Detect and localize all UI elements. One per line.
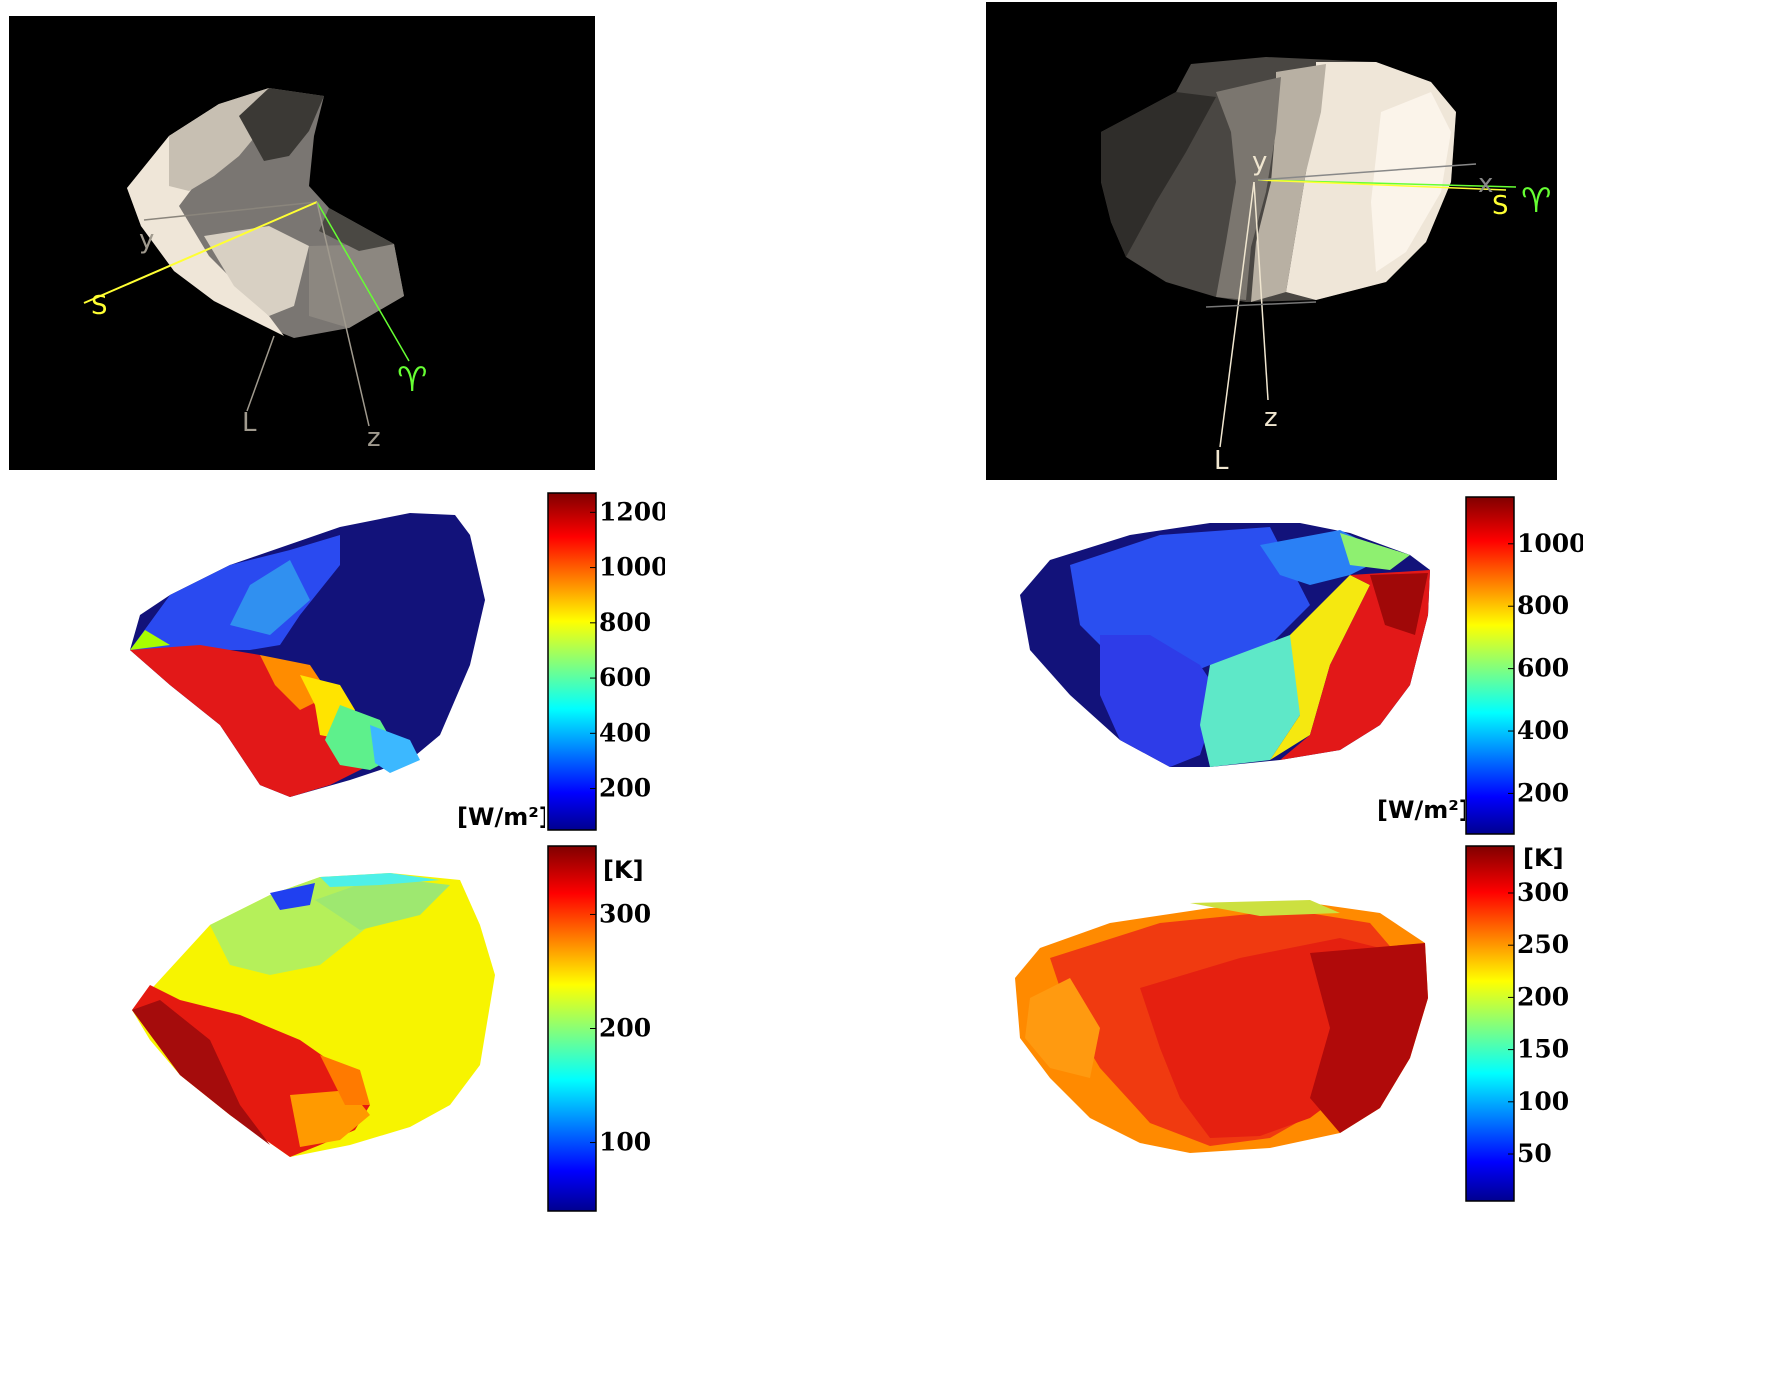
flux-colorbar-right: 200 400 600 800 1000 [1465, 496, 1583, 835]
temperature-colorbar-left: 100 200 300 [K] [547, 845, 651, 1212]
aries-symbol: ♈ [397, 360, 427, 400]
temperature-map-right [1010, 898, 1440, 1160]
colorbar-tick-label: 600 [599, 663, 651, 692]
flux-unit-right: [W/m²] [1377, 796, 1465, 824]
temperature-map-left [120, 865, 520, 1165]
colorbar-tick-label: 100 [599, 1128, 651, 1157]
colorbar-tick-label: 1000 [599, 553, 665, 582]
colorbar-tick-label: 200 [1517, 982, 1569, 1011]
colorbar-tick-label: 50 [1517, 1139, 1552, 1168]
y-axis-label: y [1252, 147, 1267, 177]
colorbar-tick-label: 800 [599, 608, 651, 637]
shape-render-right: y x S ♈ z L [986, 2, 1557, 480]
flux-unit-left: [W/m²] [457, 803, 545, 831]
colorbar-tick-label: 100 [1517, 1087, 1569, 1116]
colorbar-tick-label: 300 [1517, 878, 1569, 907]
aries-symbol: ♈ [1521, 181, 1551, 221]
colorbar-tick-label: 800 [1517, 591, 1569, 620]
flux-colorbar-left: 200 400 600 800 1000 1200 [547, 492, 665, 831]
colorbar-tick-label: 250 [1517, 930, 1569, 959]
z-axis-label: z [1264, 403, 1278, 433]
temperature-colorbar-right: 50 100 150 200 250 300 [K] [1465, 844, 1569, 1202]
colorbar-tick-label: 200 [599, 774, 651, 803]
colorbar-tick-label: 600 [1517, 654, 1569, 683]
flux-map-left [110, 505, 630, 835]
colorbar-tick-label: 1200 [599, 497, 665, 526]
colorbar-tick-label: 200 [1517, 778, 1569, 807]
colorbar-tick-label: 300 [599, 899, 651, 928]
sun-direction-label: S [91, 291, 108, 321]
colorbar-tick-label: 400 [1517, 716, 1569, 745]
spin-axis-label: L [1214, 446, 1229, 476]
y-axis-label: y [139, 225, 154, 255]
spin-axis-label: L [242, 408, 257, 438]
x-axis-label: x [1478, 169, 1493, 199]
shape-render-left: S y ♈ L z [9, 16, 595, 470]
colorbar-tick-label: 400 [599, 718, 651, 747]
colorbar-tick-label: 200 [599, 1014, 651, 1043]
flux-map-right [1010, 515, 1440, 780]
z-axis-label: z [367, 423, 381, 453]
colorbar-tick-label: 150 [1517, 1035, 1569, 1064]
temperature-unit-left: [K] [603, 856, 644, 884]
temperature-unit-right: [K] [1523, 844, 1564, 872]
sun-direction-label: S [1492, 191, 1509, 221]
colorbar-tick-label: 1000 [1517, 529, 1583, 558]
svg-text:[W/m²]: [W/m²] [1377, 796, 1465, 824]
svg-text:[W/m²]: [W/m²] [457, 803, 545, 831]
